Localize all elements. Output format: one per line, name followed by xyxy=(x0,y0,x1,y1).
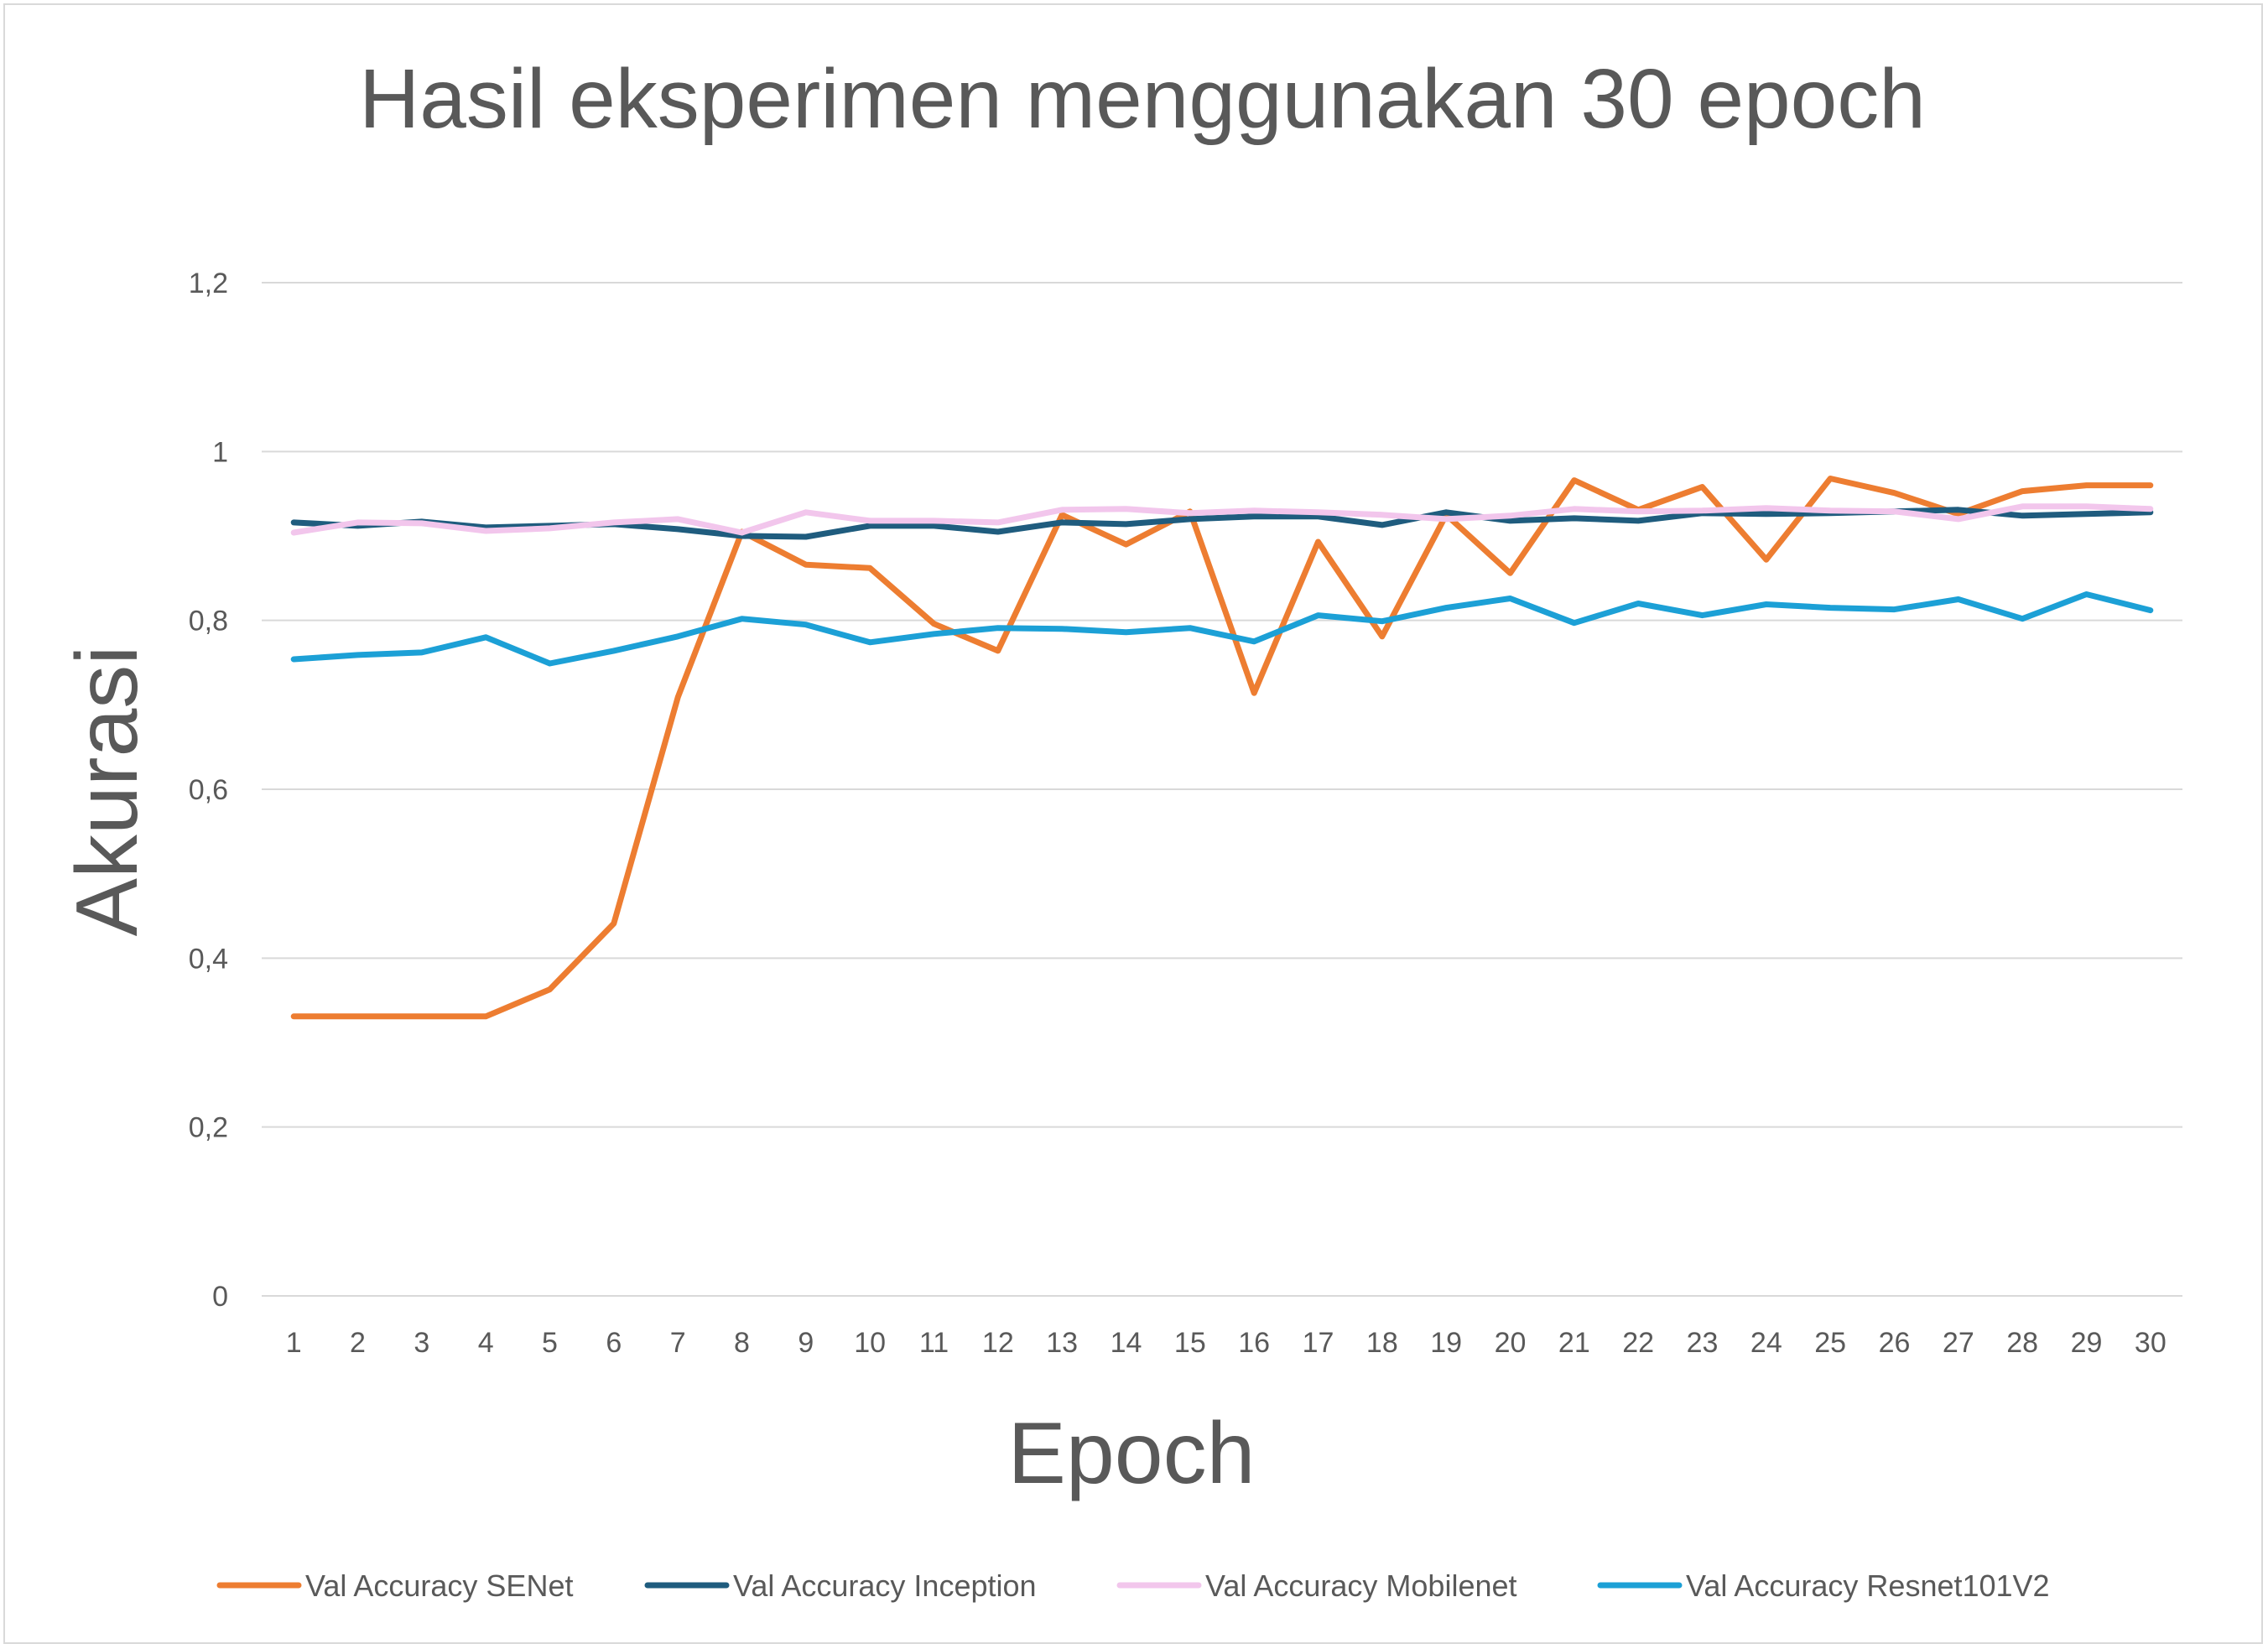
y-tick-label: 1 xyxy=(212,436,228,468)
chart-frame xyxy=(3,3,2263,1644)
x-tick-label: 20 xyxy=(1495,1327,1527,1359)
x-tick-label: 6 xyxy=(606,1327,622,1359)
legend-label: Val Accuracy Resnet101V2 xyxy=(1686,1568,2050,1603)
x-tick-label: 16 xyxy=(1238,1327,1270,1359)
legend: Val Accuracy SENet Val Accuracy Inception… xyxy=(216,1568,2050,1603)
x-tick-label: 8 xyxy=(734,1327,750,1359)
gridlines xyxy=(262,282,2182,1297)
y-tick-label: 1,2 xyxy=(189,268,228,299)
x-tick-label: 13 xyxy=(1046,1327,1078,1359)
x-tick-label: 3 xyxy=(414,1327,429,1359)
x-tick-label: 9 xyxy=(798,1327,814,1359)
y-tick-label: 0,8 xyxy=(189,606,228,637)
x-tick-label: 18 xyxy=(1366,1327,1398,1359)
x-tick-label: 10 xyxy=(854,1327,886,1359)
legend-label: Val Accuracy Inception xyxy=(733,1568,1037,1603)
x-tick-label: 12 xyxy=(982,1327,1014,1359)
y-tick-label: 0,6 xyxy=(189,774,228,806)
chart-title: Hasil eksperimen menggunakan 30 epoch xyxy=(359,52,1926,146)
x-tick-label: 21 xyxy=(1558,1327,1590,1359)
x-axis-title: Epoch xyxy=(1008,1405,1256,1502)
x-tick-label: 17 xyxy=(1303,1327,1334,1359)
x-tick-label: 19 xyxy=(1430,1327,1462,1359)
x-tick-label: 2 xyxy=(350,1327,366,1359)
series-line-3 xyxy=(290,503,2154,536)
y-tick-label: 0,2 xyxy=(189,1112,228,1144)
series-line-1 xyxy=(290,476,2154,1020)
legend-label: Val Accuracy Mobilenet xyxy=(1205,1568,1517,1603)
x-tick-label: 23 xyxy=(1687,1327,1719,1359)
series-lines xyxy=(290,476,2154,1020)
x-tick-label: 24 xyxy=(1750,1327,1782,1359)
y-tick-label: 0 xyxy=(212,1281,228,1313)
x-tick-label: 4 xyxy=(478,1327,494,1359)
x-tick-label: 27 xyxy=(1943,1327,1974,1359)
x-tick-label: 14 xyxy=(1111,1327,1142,1359)
x-tick-label: 5 xyxy=(542,1327,558,1359)
y-axis-title: Akurasi xyxy=(59,646,156,937)
x-tick-label: 28 xyxy=(2006,1327,2038,1359)
x-axis-ticks: 1 2 3 4 5 6 7 8 9 10 11 12 13 14 15 16 17 18 19 20 21 22 23 24 2… xyxy=(286,1327,2167,1359)
x-tick-label: 1 xyxy=(286,1327,302,1359)
x-tick-label: 26 xyxy=(1879,1327,1911,1359)
series-line-4 xyxy=(290,591,2154,667)
x-tick-label: 7 xyxy=(670,1327,686,1359)
y-tick-label: 0,4 xyxy=(189,943,228,975)
x-tick-label: 15 xyxy=(1174,1327,1206,1359)
y-axis-ticks: 0 0,2 0,4 0,6 0,8 1 1,2 xyxy=(189,268,228,1313)
x-tick-label: 30 xyxy=(2135,1327,2167,1359)
x-tick-label: 25 xyxy=(1814,1327,1846,1359)
x-tick-label: 11 xyxy=(919,1327,949,1359)
x-tick-label: 22 xyxy=(1622,1327,1654,1359)
legend-label: Val Accuracy SENet xyxy=(305,1568,573,1603)
x-tick-label: 29 xyxy=(2071,1327,2103,1359)
